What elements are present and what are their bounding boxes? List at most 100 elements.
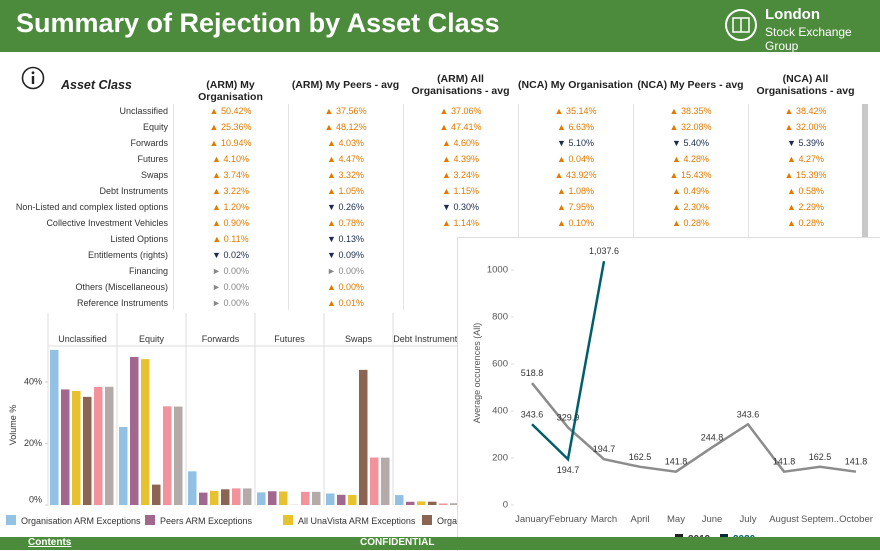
- legend-label: Organisation ARM Exceptions: [21, 516, 141, 526]
- data-label: 194.7: [593, 444, 616, 454]
- bar: [359, 370, 368, 505]
- bar: [301, 492, 310, 505]
- panel-label: Forwards: [202, 334, 240, 344]
- cell: ▲ 4.03%: [288, 138, 403, 148]
- bar: [72, 391, 81, 505]
- page-title: Summary of Rejection by Asset Class: [16, 8, 500, 39]
- bar: [50, 350, 59, 505]
- row-label: Others (Miscellaneous): [0, 282, 168, 292]
- bar: [348, 495, 357, 505]
- y-tick-label: 600: [492, 359, 508, 370]
- cell: ▲ 35.14%: [518, 106, 633, 116]
- legend-swatch: [283, 515, 293, 525]
- table-corner: Asset Class: [61, 78, 132, 92]
- cell: ▼ 0.02%: [173, 250, 288, 260]
- row-label: Collective Investment Vehicles: [0, 218, 168, 228]
- bar: [221, 489, 230, 505]
- cell: ▲ 0.90%: [173, 218, 288, 228]
- y-tick-label: 0: [503, 500, 508, 511]
- y-tick-label: 1000: [487, 265, 508, 276]
- cell: ▼ 0.30%: [403, 202, 518, 212]
- row-label: Unclassified: [0, 106, 168, 116]
- cell: ▲ 4.10%: [173, 154, 288, 164]
- x-tick-label: February: [549, 514, 587, 525]
- x-tick-label: August: [769, 514, 799, 525]
- x-tick-label: July: [740, 514, 757, 525]
- legend-swatch: [6, 515, 16, 525]
- line-chart: Average occurences (All)0200400600800100…: [457, 237, 880, 551]
- bar: [94, 387, 103, 505]
- cell: ▲ 50.42%: [173, 106, 288, 116]
- cell: ▲ 0.58%: [748, 186, 863, 196]
- bar: [188, 471, 197, 505]
- cell: ▲ 38.35%: [633, 106, 748, 116]
- data-label: 141.8: [665, 457, 688, 467]
- x-tick-label: October: [839, 514, 873, 525]
- data-label: 343.6: [521, 409, 544, 419]
- bar: [61, 389, 70, 505]
- legend-swatch: [145, 515, 155, 525]
- column-header: (ARM) My Organisation: [173, 79, 288, 103]
- cell: ▲ 25.36%: [173, 122, 288, 132]
- column-header: (NCA) All Organisations - avg: [748, 73, 863, 97]
- cell: ▲ 3.74%: [173, 170, 288, 180]
- cell: ▲ 4.28%: [633, 154, 748, 164]
- cell: ▲ 3.32%: [288, 170, 403, 180]
- cell: ▲ 1.08%: [518, 186, 633, 196]
- y-tick-label: 40%: [24, 376, 42, 386]
- cell: ▲ 1.14%: [403, 218, 518, 228]
- panel-label: Unclassified: [58, 334, 107, 344]
- cell: ▲ 3.24%: [403, 170, 518, 180]
- bar: [312, 492, 321, 505]
- cell: ► 0.00%: [173, 298, 288, 308]
- cell: ▲ 43.92%: [518, 170, 633, 180]
- cell: ▲ 0.49%: [633, 186, 748, 196]
- data-label: 162.5: [629, 452, 652, 462]
- y-tick-label: 0%: [29, 494, 42, 504]
- contents-link[interactable]: Contents: [28, 537, 71, 548]
- legend-label: All UnaVista ARM Exceptions: [298, 516, 416, 526]
- cell: ▲ 0.10%: [518, 218, 633, 228]
- cell: ▲ 1.15%: [403, 186, 518, 196]
- data-label: 1,037.6: [589, 246, 619, 256]
- cell: ▲ 4.27%: [748, 154, 863, 164]
- cell: ▲ 0.00%: [288, 282, 403, 292]
- y-axis-title: Volume %: [8, 405, 18, 446]
- cell: ▲ 15.39%: [748, 170, 863, 180]
- data-label: 194.7: [557, 465, 580, 475]
- panel-label: Swaps: [345, 334, 373, 344]
- bar: [428, 502, 437, 505]
- legend-label: Orga: [437, 516, 457, 526]
- x-tick-label: March: [591, 514, 617, 525]
- cell: ▲ 47.41%: [403, 122, 518, 132]
- cell: ▼ 5.39%: [748, 138, 863, 148]
- x-tick-label: January: [515, 514, 549, 525]
- cell: ▲ 0.78%: [288, 218, 403, 228]
- bar: [257, 492, 266, 505]
- cell: ▲ 0.04%: [518, 154, 633, 164]
- legend-swatch: [422, 515, 432, 525]
- bar: [406, 502, 415, 505]
- cell: ▲ 1.20%: [173, 202, 288, 212]
- bar: [174, 407, 183, 505]
- y-tick-label: 20%: [24, 438, 42, 448]
- logo-text: London: [765, 6, 820, 23]
- data-label: 141.8: [845, 457, 868, 467]
- cell: ▲ 3.22%: [173, 186, 288, 196]
- bar: [450, 503, 457, 505]
- cell: ▼ 5.10%: [518, 138, 633, 148]
- cell: ▲ 4.60%: [403, 138, 518, 148]
- x-tick-label: June: [702, 514, 723, 525]
- info-icon[interactable]: [21, 66, 45, 90]
- y-tick-label: 200: [492, 453, 508, 464]
- bar: [163, 406, 172, 505]
- bar: [105, 387, 114, 505]
- data-label: 244.8: [701, 432, 724, 442]
- bar: [210, 491, 219, 505]
- bar: [279, 491, 288, 505]
- logo-crest: [722, 6, 760, 44]
- bar: [370, 458, 379, 505]
- cell: ▼ 5.40%: [633, 138, 748, 148]
